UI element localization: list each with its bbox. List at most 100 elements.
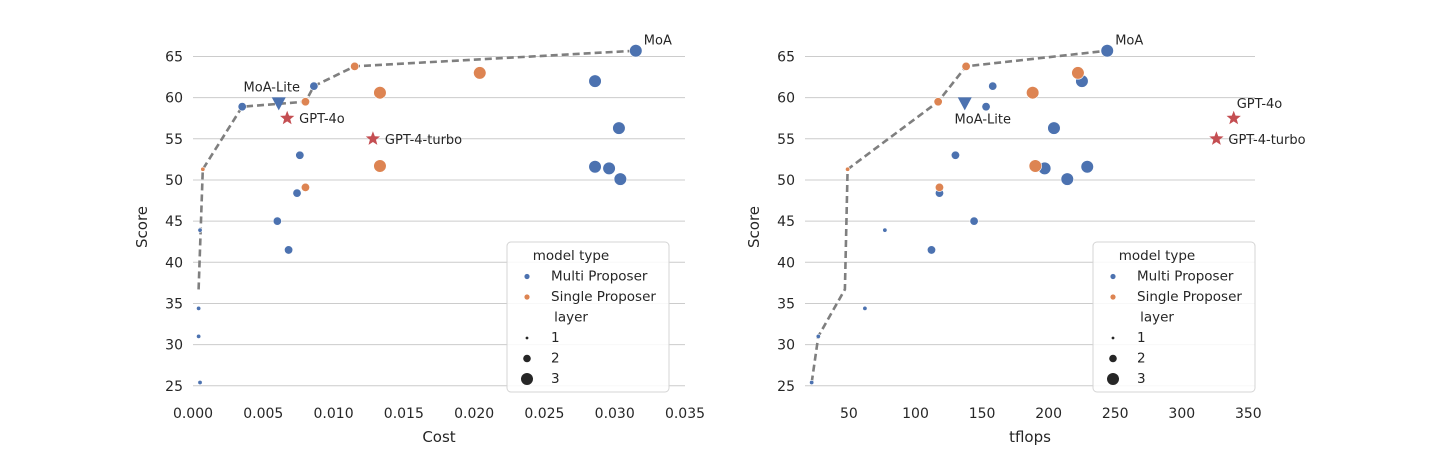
multi-proposer-point: [809, 379, 815, 385]
legend-size-title: layer: [1140, 310, 1174, 326]
y-tick-label: 55: [777, 132, 795, 148]
multi-proposer-point: [197, 227, 203, 233]
y-tick-label: 45: [777, 214, 795, 230]
x-tick-label: 200: [1035, 406, 1062, 422]
single-proposer-point: [373, 159, 387, 173]
marker-label: GPT-4-turbo: [1228, 133, 1305, 148]
reference-star-marker: [1209, 131, 1224, 145]
legend-single-proposer-label: Single Proposer: [1137, 289, 1242, 305]
multi-proposer-point: [292, 188, 302, 198]
x-tick-label: 250: [1102, 406, 1129, 422]
multi-proposer-point: [1047, 121, 1061, 135]
single-proposer-point: [300, 182, 310, 192]
point-label: MoA: [644, 34, 672, 49]
single-proposer-point: [1028, 159, 1042, 173]
single-proposer-point: [200, 166, 206, 172]
x-tick-label: 0.010: [314, 406, 354, 422]
x-tick-label: 0.020: [454, 406, 494, 422]
y-tick-label: 60: [165, 91, 183, 107]
y-tick-label: 25: [777, 379, 795, 395]
y-tick-label: 40: [777, 255, 795, 271]
reference-star-marker: [280, 110, 295, 125]
legend-layer-1-label: 1: [551, 330, 560, 346]
multi-proposer-point: [602, 161, 616, 176]
x-tick-label: 300: [1168, 406, 1195, 422]
legend-hue-title: model type: [1119, 248, 1196, 264]
legend-multi-proposer-swatch: [1110, 273, 1116, 280]
legend-layer-3-swatch: [521, 373, 533, 385]
y-axis-title: Score: [745, 206, 763, 248]
x-tick-label: 50: [840, 406, 858, 422]
y-tick-label: 50: [165, 173, 183, 189]
multi-proposer-point: [309, 81, 319, 91]
y-tick-label: 55: [165, 132, 183, 148]
legend-layer-2-label: 2: [551, 351, 560, 367]
x-tick-label: 0.030: [595, 406, 635, 422]
multi-proposer-point: [295, 150, 305, 160]
single-proposer-point: [1026, 86, 1040, 100]
legend-layer-2-swatch: [523, 354, 531, 363]
legend-multi-proposer-label: Multi Proposer: [1137, 269, 1234, 285]
y-axis-title: Score: [133, 206, 151, 248]
multi-proposer-point: [969, 216, 979, 226]
single-proposer-point: [473, 66, 487, 80]
reference-star-marker: [1226, 110, 1241, 125]
legend-layer-2-label: 2: [1137, 351, 1146, 367]
legend-layer-3-swatch: [1107, 373, 1119, 385]
y-tick-label: 35: [777, 296, 795, 312]
y-tick-label: 40: [165, 255, 183, 271]
legend-size-title: layer: [554, 310, 588, 326]
x-tick-label: 0.015: [384, 406, 424, 422]
multi-proposer-point: [926, 245, 936, 255]
marker-label: GPT-4o: [1237, 97, 1283, 112]
multi-proposer-point: [1100, 44, 1114, 58]
marker-label: MoA-Lite: [244, 80, 300, 95]
legend: model type Multi Proposer Single Proposer l…: [1092, 241, 1256, 393]
marker-label: GPT-4o: [299, 112, 345, 127]
multi-proposer-point: [613, 172, 627, 186]
legend: model type Multi Proposer Single Proposer l…: [506, 241, 670, 393]
marker-label: GPT-4-turbo: [385, 133, 462, 148]
multi-proposer-point: [588, 74, 602, 88]
x-tick-label: 0.005: [243, 406, 283, 422]
x-tick-label: 150: [969, 406, 996, 422]
single-proposer-point: [373, 86, 387, 100]
multi-proposer-point: [882, 227, 888, 233]
x-tick-label: 100: [902, 406, 929, 422]
multi-proposer-point: [272, 216, 282, 226]
multi-proposer-point: [629, 44, 643, 58]
tflops-scatter-panel: 25 30 35 40 45 50 55 60 65 50 100 150 200 250 300 350 tf…: [745, 34, 1306, 446]
multi-proposer-point: [950, 150, 960, 160]
x-axis-title: tflops: [1009, 428, 1051, 446]
x-tick-label: 0.025: [524, 406, 564, 422]
y-tick-label: 25: [165, 379, 183, 395]
multi-proposer-point: [612, 121, 626, 135]
multi-proposer-point: [197, 379, 203, 385]
marker-label: MoA-Lite: [955, 112, 1011, 127]
legend-layer-1-label: 1: [1137, 330, 1146, 346]
single-proposer-point: [845, 166, 851, 172]
single-proposer-point: [933, 97, 943, 107]
single-proposer-point: [934, 182, 944, 192]
x-tick-label: 0.035: [665, 406, 705, 422]
legend-multi-proposer-label: Multi Proposer: [551, 269, 648, 285]
single-proposer-point: [300, 97, 310, 107]
multi-proposer-point: [588, 160, 602, 174]
x-axis-title: Cost: [422, 428, 455, 446]
legend-layer-2-swatch: [1109, 354, 1117, 363]
reference-star-marker: [365, 131, 381, 145]
y-tick-label: 60: [777, 91, 795, 107]
moa-lite-marker: [957, 97, 972, 111]
single-proposer-point: [961, 61, 971, 71]
legend-hue-title: model type: [533, 248, 610, 264]
legend-layer-1-swatch: [1111, 336, 1115, 340]
single-proposer-point: [1071, 66, 1085, 80]
y-tick-label: 65: [777, 49, 795, 65]
multi-proposer-point: [1080, 160, 1094, 174]
legend-single-proposer-swatch: [1110, 294, 1116, 300]
cost-scatter-panel: 25 30 35 40 45 50 55 60 65 0.000 0.005 0.010 0.015 0.…: [133, 34, 705, 446]
multi-proposer-point: [981, 102, 991, 112]
y-tick-label: 35: [165, 296, 183, 312]
legend-layer-3-label: 3: [1137, 371, 1146, 387]
